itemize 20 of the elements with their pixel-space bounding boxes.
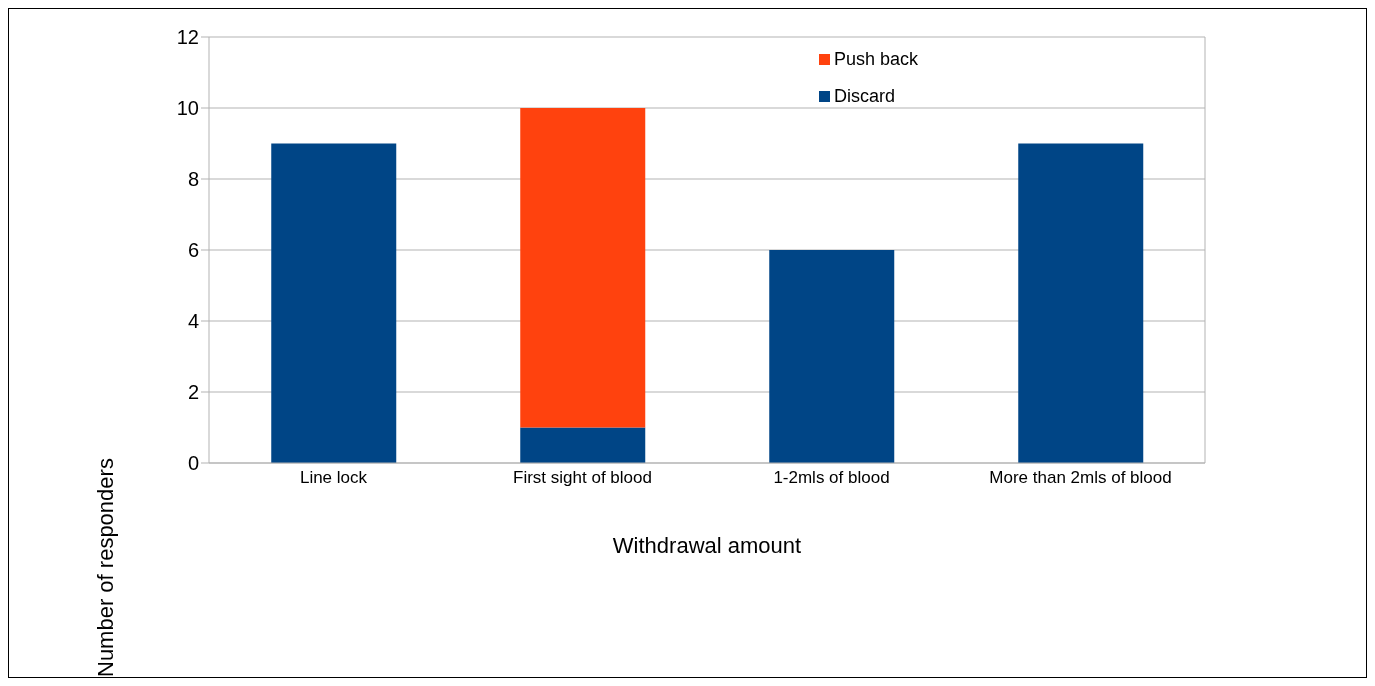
legend-label: Discard — [833, 86, 896, 107]
y-axis-title: Number of responders — [93, 458, 119, 677]
y-tick-label: 0 — [187, 452, 199, 475]
y-tick-label: 8 — [187, 168, 199, 191]
y-tick-label: 4 — [187, 310, 199, 333]
bar — [520, 427, 646, 463]
x-axis-title: Withdrawal amount — [612, 533, 802, 558]
x-tick-label: More than 2mls of blood — [989, 468, 1172, 488]
x-tick-label: First sight of blood — [513, 468, 652, 488]
bar — [520, 108, 646, 428]
x-tick-label: Line lock — [299, 468, 368, 488]
legend-label: Push back — [833, 49, 920, 70]
y-tick-label: 10 — [176, 97, 199, 120]
bar — [1018, 143, 1144, 463]
bar — [769, 250, 895, 463]
x-tick-label: 1-2mls of blood — [773, 468, 890, 488]
bar — [271, 143, 397, 463]
y-tick-label: 2 — [187, 381, 199, 404]
y-tick-label: 12 — [176, 26, 199, 49]
y-tick-label: 6 — [187, 239, 199, 262]
